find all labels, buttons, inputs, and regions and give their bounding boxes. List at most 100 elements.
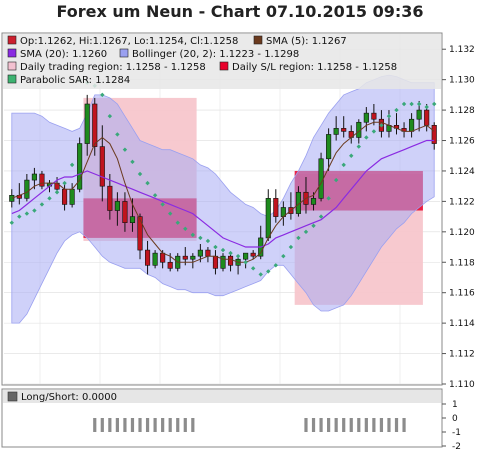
legend-label-boll: Bollinger (20, 2): 1.1223 - 1.1298 (132, 49, 299, 60)
panel2-y-tick-label: 1 (452, 400, 458, 410)
sar-point (258, 272, 263, 277)
candle-body (205, 249, 211, 257)
sar-point (190, 232, 196, 238)
sar-point (394, 107, 399, 113)
long-short-bar (357, 418, 361, 432)
legend-label-sma5: SMA (5): 1.1267 (266, 36, 347, 47)
sar-point (243, 260, 248, 265)
sar-point (235, 253, 241, 259)
sar-point (296, 235, 301, 241)
long-short-bar (379, 418, 384, 432)
sar-point (62, 180, 67, 186)
sar-point (326, 196, 331, 201)
candle-body (129, 216, 136, 223)
legend-label-ohlc: Op:1.1262, Hi:1.1267, Lo:1.1254, Cl:1.12… (20, 36, 238, 47)
panel2-y-tick-label: -2 (452, 442, 461, 452)
candle-body (424, 109, 430, 126)
sar-point (130, 159, 135, 165)
candle-body (409, 118, 415, 132)
long-short-bar (311, 418, 316, 432)
sar-point (371, 129, 377, 134)
long-short-bar (176, 418, 180, 432)
panel2-legend-label: Long/Short: 0.0000 (21, 392, 117, 403)
candle-body (114, 201, 120, 211)
sar-point (318, 214, 324, 219)
sar-point (288, 244, 294, 250)
long-short-bar (183, 418, 187, 432)
legend-swatch-daily (7, 61, 17, 71)
long-short-bar (342, 418, 346, 432)
candle-body (9, 195, 15, 202)
long-short-bar (168, 418, 172, 432)
sar-point (39, 202, 45, 207)
candle-body (220, 255, 226, 269)
sar-point (205, 238, 211, 244)
candle-body (190, 255, 196, 260)
candle-body (77, 143, 83, 190)
long-short-bar (334, 418, 338, 432)
panel2-legend-swatch (7, 391, 18, 402)
sar-point (356, 144, 361, 149)
panel2-y-tick-label: -1 (452, 428, 461, 438)
sar-point (416, 101, 422, 107)
candle-body (144, 249, 151, 266)
y-tick-label: 1.124 (449, 167, 475, 177)
sar-point (401, 101, 407, 107)
sar-point (424, 104, 429, 110)
candle-body (24, 179, 30, 199)
sar-point (213, 244, 218, 250)
sar-point (24, 211, 30, 216)
y-tick-label: 1.122 (449, 197, 475, 207)
long-short-bar (100, 418, 104, 432)
candle-body (152, 252, 158, 266)
sar-point (145, 180, 150, 186)
legend-box (3, 34, 441, 89)
sar-point (47, 196, 52, 201)
long-short-bar (161, 418, 165, 432)
sar-point (228, 250, 233, 256)
legend-label-sar: Parabolic SAR: 1.1284 (20, 75, 130, 86)
y-tick-label: 1.112 (449, 350, 475, 360)
sar-point (303, 229, 309, 235)
long-short-bar (402, 418, 406, 432)
sma5-line (11, 121, 435, 263)
legend-swatch-sma5 (253, 35, 263, 45)
candle-body (62, 188, 68, 205)
legend-label-daily: Daily trading region: 1.1258 - 1.1258 (20, 62, 206, 73)
long-short-bar (319, 418, 323, 432)
long-short-bar (123, 418, 127, 432)
sar-point (122, 147, 128, 152)
sar-point (69, 162, 75, 168)
panel2-legend-box (3, 390, 441, 403)
candle-body (243, 252, 249, 260)
sar-point (266, 269, 271, 274)
candle-body (363, 112, 369, 123)
sar-point (341, 162, 346, 168)
panel2-layer (93, 418, 406, 432)
long-short-bar (115, 418, 119, 432)
legend-swatch-boll (119, 48, 129, 58)
candle-body (265, 198, 271, 239)
candle-body (212, 255, 219, 269)
sar-point (273, 263, 279, 268)
candle-body (160, 252, 166, 263)
sar-point (115, 132, 120, 137)
y-tick-label: 1.116 (449, 289, 475, 299)
sar-point (198, 235, 203, 241)
candle-body (92, 103, 98, 147)
candle-body (371, 112, 377, 120)
sar-point (183, 226, 188, 231)
sar-point (152, 193, 158, 198)
long-short-bar (108, 418, 112, 432)
sar-point (160, 202, 165, 207)
sar-point (9, 220, 14, 225)
legend-label-sl: Daily S/L region: 1.1258 - 1.1258 (232, 62, 397, 73)
legend-swatch-sma20 (7, 48, 17, 58)
sar-point (432, 101, 437, 107)
legend-swatch-ohlc (7, 35, 17, 45)
candle-body (84, 103, 90, 144)
candle-body (69, 188, 75, 205)
sar-point (175, 220, 180, 225)
long-short-bar (138, 418, 142, 432)
